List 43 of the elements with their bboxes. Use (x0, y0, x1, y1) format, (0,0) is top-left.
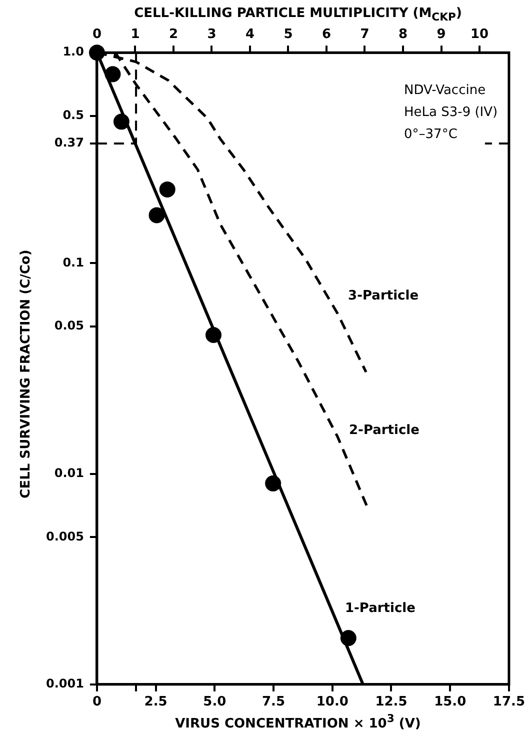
x-tick-label: 5.0 (203, 694, 226, 710)
x2-tick-label: 7 (360, 27, 370, 42)
x-tick-label: 2.5 (144, 694, 168, 710)
x-tick-label: 12.5 (375, 694, 408, 710)
x-tick-label: 7.5 (262, 694, 286, 710)
y-tick-label: 0.05 (54, 318, 84, 333)
y-tick-label: 1.0 (62, 44, 84, 59)
x2-tick-label: 10 (470, 27, 489, 42)
x-tick-label: 17.5 (492, 694, 525, 710)
x2-tick-label: 8 (398, 27, 408, 42)
point (104, 66, 121, 82)
annotation: 0°–37°C (404, 126, 458, 144)
x2-tick-label: 0 (92, 27, 102, 42)
x2-tick-label: 1 (130, 27, 140, 42)
point (113, 114, 130, 130)
point (205, 327, 222, 344)
x2-tick-label: 5 (284, 27, 293, 42)
y-tick-label: 0.5 (62, 108, 84, 122)
annotation: NDV-Vaccine (404, 82, 487, 100)
x2-tick-label: 2 (168, 27, 178, 42)
x-tick-label: 15.0 (434, 694, 466, 710)
x2-axis-title: CELL-KILLING PARTICLE MULTIPLICITY (M$_{CKP}$) (134, 6, 462, 24)
point (159, 181, 176, 198)
series-label: 2-Particle (348, 422, 420, 438)
point (340, 630, 356, 646)
y-tick-label: 0.001 (46, 676, 84, 691)
y-tick-label: 0.1 (62, 255, 84, 270)
x2-tick-label: 6 (322, 27, 332, 42)
y-tick-label: 0.005 (46, 529, 84, 544)
y-axis-title: CELL SURVIVING FRACTION (C/Co) (18, 250, 34, 498)
series-label: 3-Particle (348, 288, 419, 304)
y-tick-label: 0.01 (54, 466, 84, 480)
point (265, 475, 282, 492)
x-tick-label: 0 (92, 694, 102, 710)
point (148, 207, 165, 224)
y-tick-label: 0.37 (54, 136, 84, 150)
annotation: HeLa S3-9 (IV) (404, 104, 498, 122)
x-tick-label: 10.0 (316, 694, 348, 710)
x-axis-title: VIRUS CONCENTRATION × 10$^{3}$ (V) (175, 712, 421, 732)
x2-tick-label: 3 (207, 27, 216, 42)
x2-tick-label: 4 (245, 27, 254, 42)
series-label: 1-Particle (344, 600, 416, 616)
x2-tick-label: 9 (436, 27, 446, 42)
